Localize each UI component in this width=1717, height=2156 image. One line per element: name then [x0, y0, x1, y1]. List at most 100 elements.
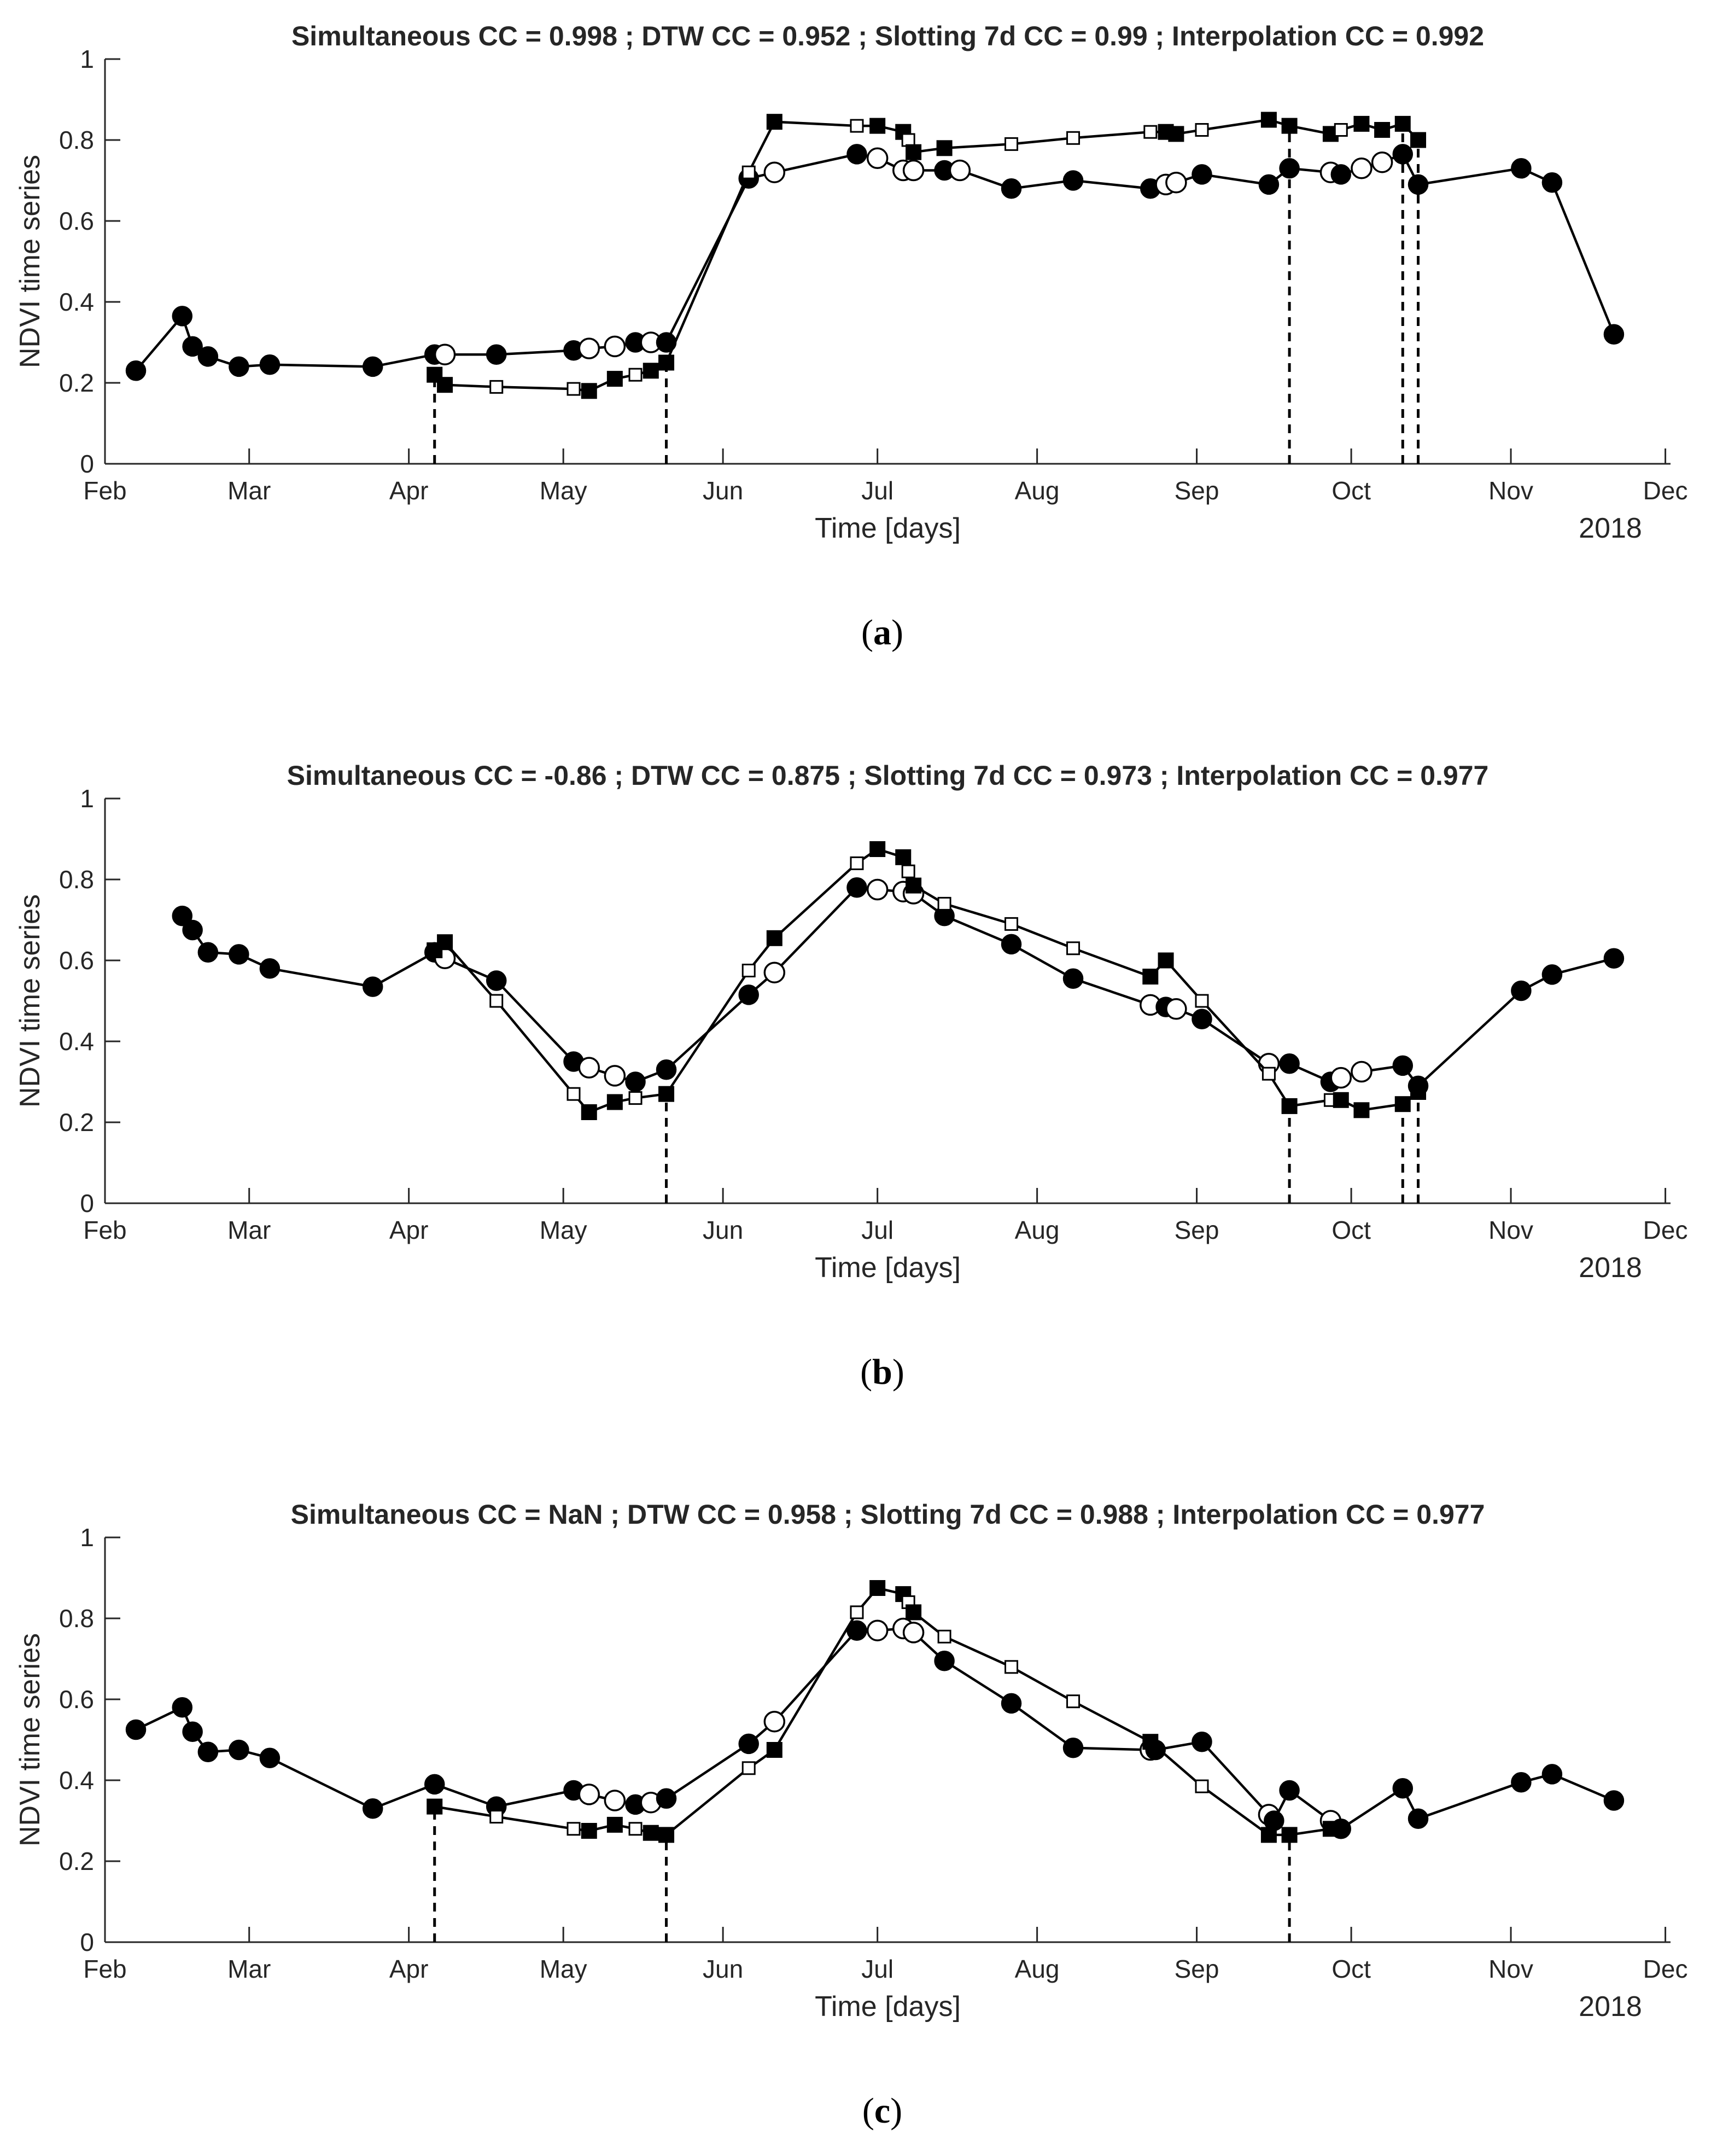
filled-circle-point: [1392, 1055, 1414, 1076]
filled-circle-point: [1541, 1764, 1563, 1785]
open-circle-point: [763, 161, 786, 183]
open-circle-point: [763, 1710, 786, 1733]
chart-title: Simultaneous CC = 0.998 ; DTW CC = 0.952…: [291, 21, 1484, 51]
caption-paren-close: ): [890, 2091, 902, 2131]
open-square-point: [937, 896, 951, 911]
year-label: 2018: [1579, 1991, 1642, 2023]
filled-circle-point: [934, 1650, 955, 1671]
filled-circle-point: [1603, 324, 1625, 345]
caption-letter: a: [873, 613, 891, 652]
x-tick-label: Nov: [1488, 1955, 1533, 1983]
filled-square-point: [606, 1816, 623, 1833]
filled-square-point: [906, 144, 922, 160]
y-tick-label: 0.4: [59, 288, 94, 316]
filled-circle-point: [259, 958, 281, 979]
filled-circle-point: [229, 944, 249, 965]
filled-square-point: [1142, 1734, 1159, 1750]
chart-title: Simultaneous CC = NaN ; DTW CC = 0.958 ;…: [291, 1499, 1485, 1530]
open-square-point: [567, 1087, 581, 1101]
panel-caption: (b): [860, 1352, 904, 1392]
filled-circle-point: [1330, 164, 1352, 185]
filled-circle-point: [125, 360, 147, 381]
filled-square-point: [1158, 952, 1174, 969]
filled-square-point: [895, 849, 912, 865]
y-tick-label: 0.2: [59, 1847, 94, 1875]
filled-circle-point: [182, 1721, 203, 1742]
open-circle-point: [578, 1057, 600, 1079]
filled-circle-point: [172, 905, 193, 927]
filled-circle-point: [1408, 174, 1429, 195]
filled-circle-point: [1511, 980, 1532, 1001]
caption-paren-open: (: [861, 613, 873, 652]
open-square-point: [850, 1605, 864, 1619]
open-square-point: [1066, 1694, 1081, 1709]
filled-circle-point: [1258, 174, 1280, 195]
x-axis-label: Time [days]: [815, 1252, 961, 1284]
open-circle-point: [1351, 1060, 1373, 1083]
y-tick-label: 0.8: [59, 865, 94, 894]
filled-circle-point: [1062, 968, 1084, 989]
y-tick-label: 0.8: [59, 126, 94, 154]
filled-circle-point: [182, 336, 203, 357]
filled-circle-point: [229, 356, 249, 377]
y-tick-label: 1: [80, 45, 94, 73]
x-tick-label: Sep: [1175, 1216, 1219, 1244]
x-tick-label: Sep: [1175, 476, 1219, 505]
open-square-point: [567, 1822, 581, 1836]
open-circle-point: [902, 159, 925, 182]
filled-circle-point: [1603, 948, 1625, 969]
filled-square-point: [869, 841, 886, 857]
filled-circle-point: [1511, 1772, 1532, 1793]
filled-circle-point: [1279, 1053, 1300, 1074]
x-axis-label: Time [days]: [815, 1991, 961, 2023]
x-tick-label: Mar: [227, 1955, 271, 1983]
chart-title: Simultaneous CC = -0.86 ; DTW CC = 0.875…: [287, 760, 1489, 791]
open-circle-point: [1165, 998, 1187, 1020]
x-tick-label: Dec: [1643, 1216, 1688, 1244]
filled-circle-point: [1192, 1731, 1212, 1752]
open-square-point: [850, 119, 864, 133]
y-tick-label: 0.4: [59, 1766, 94, 1794]
filled-circle-point: [1511, 158, 1532, 179]
caption-paren-open: (: [860, 1352, 872, 1392]
x-tick-label: Oct: [1331, 1216, 1371, 1244]
filled-square-point: [766, 114, 782, 130]
open-square-point: [741, 964, 756, 977]
filled-square-point: [643, 1825, 659, 1841]
filled-square-point: [643, 363, 659, 379]
open-square-point: [741, 165, 756, 179]
panel-caption: (c): [862, 2091, 902, 2131]
caption-paren-close: ): [891, 613, 903, 652]
y-tick-label: 1: [80, 784, 94, 813]
filled-circle-point: [486, 344, 507, 365]
open-circle-point: [949, 159, 971, 182]
filled-square-point: [581, 1823, 597, 1839]
open-square-point: [628, 368, 643, 382]
filled-circle-point: [197, 1741, 219, 1762]
y-tick-label: 0.6: [59, 207, 94, 235]
filled-square-point: [1168, 126, 1184, 142]
x-tick-label: Jun: [703, 1955, 743, 1983]
filled-circle-point: [846, 1620, 867, 1641]
filled-circle-point: [1603, 1790, 1625, 1811]
filled-circle-point: [1279, 158, 1300, 179]
open-square-point: [628, 1091, 643, 1105]
filled-square-point: [1394, 115, 1411, 132]
filled-circle-point: [172, 1697, 193, 1718]
filled-circle-point: [362, 1798, 383, 1819]
filled-circle-point: [1001, 1693, 1022, 1714]
open-circle-point: [604, 335, 626, 358]
x-tick-label: Jul: [861, 1955, 893, 1983]
filled-circle-point: [1392, 1778, 1414, 1799]
filled-square-point: [1260, 112, 1277, 128]
filled-square-point: [581, 383, 597, 399]
filled-circle-point: [625, 1071, 646, 1092]
x-tick-label: Oct: [1331, 1955, 1371, 1983]
open-circle-point: [578, 1784, 600, 1805]
open-square-point: [850, 856, 864, 870]
filled-circle-point: [172, 306, 193, 327]
filled-circle-point: [362, 356, 383, 377]
filled-circle-point: [1001, 934, 1022, 955]
year-label: 2018: [1579, 1252, 1642, 1284]
